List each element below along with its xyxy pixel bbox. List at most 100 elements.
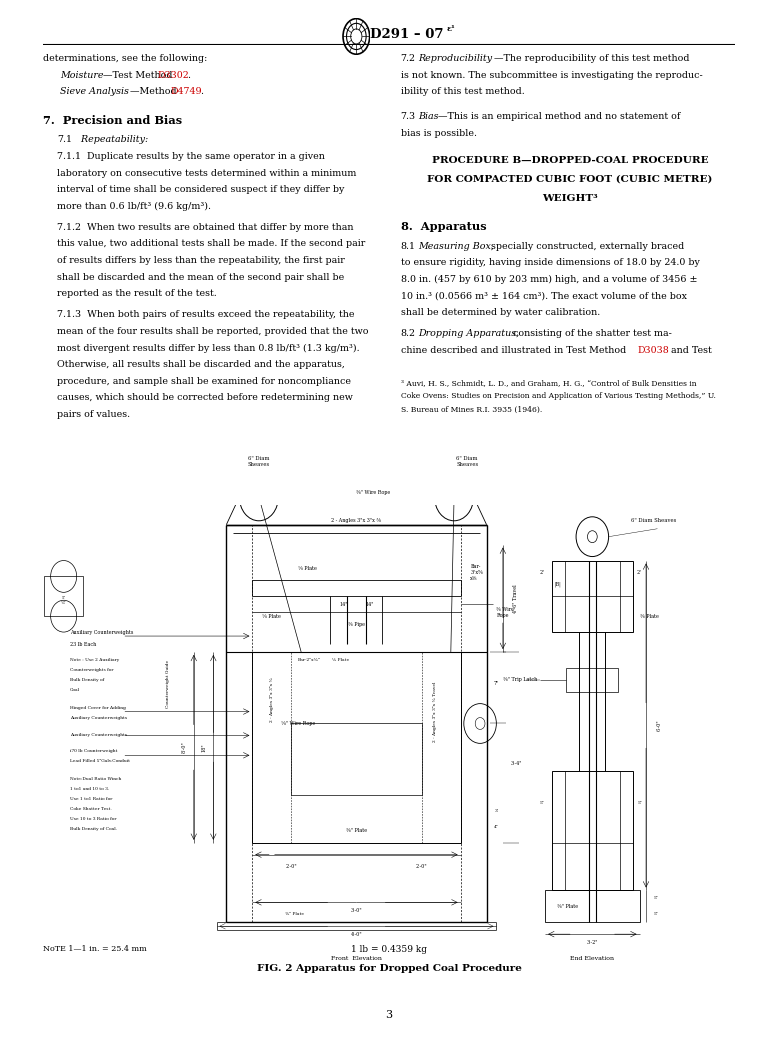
Text: FOR COMPACTED CUBIC FOOT (CUBIC METRE): FOR COMPACTED CUBIC FOOT (CUBIC METRE): [427, 175, 713, 184]
Text: 2'-0": 2'-0": [286, 864, 297, 869]
Text: Moisture: Moisture: [60, 71, 103, 80]
Text: Dropping Apparatus,: Dropping Apparatus,: [418, 329, 519, 338]
Bar: [44, 577, 83, 616]
Text: this value, two additional tests shall be made. If the second pair: this value, two additional tests shall b…: [57, 239, 365, 249]
Text: causes, which should be corrected before redetermining new: causes, which should be corrected before…: [57, 393, 352, 403]
Text: 3'-4": 3'-4": [510, 761, 521, 766]
Text: 6" Diam Sheaves: 6" Diam Sheaves: [632, 518, 677, 524]
Text: WEIGHT³: WEIGHT³: [542, 194, 598, 203]
Text: Bulk Density of: Bulk Density of: [70, 678, 104, 682]
Text: 14": 14": [365, 602, 373, 607]
Text: determinations, see the following:: determinations, see the following:: [43, 54, 207, 64]
Text: 2 - Angles 3"x 3"x ⅜ Travel: 2 - Angles 3"x 3"x ⅜ Travel: [433, 681, 436, 742]
Text: Coke Ovens: Studies on Precision and Application of Various Testing Methods,” U.: Coke Ovens: Studies on Precision and App…: [401, 392, 716, 401]
Text: D291 – 07: D291 – 07: [370, 28, 443, 41]
Text: bias is possible.: bias is possible.: [401, 129, 477, 138]
Text: Reproducibility: Reproducibility: [418, 54, 492, 64]
Text: Note : Use 2 Auxiliary: Note : Use 2 Auxiliary: [70, 658, 119, 662]
Text: 4": 4": [494, 824, 499, 829]
Text: 8.1: 8.1: [401, 242, 415, 251]
Text: i70 lb Counterweight: i70 lb Counterweight: [70, 750, 117, 754]
Bar: [552, 560, 633, 632]
Text: 6" Diam
Sheaves: 6" Diam Sheaves: [248, 456, 270, 466]
Text: NᴏTE 1—1 in. = 25.4 mm: NᴏTE 1—1 in. = 25.4 mm: [43, 945, 146, 954]
Text: to ensure rigidity, having inside dimensions of 18.0 by 24.0 by: to ensure rigidity, having inside dimens…: [401, 258, 699, 268]
Text: ⅛" Wire Rope: ⅛" Wire Rope: [281, 721, 315, 726]
Text: Use 1 to1 Ratio for: Use 1 to1 Ratio for: [70, 797, 113, 801]
Text: Sieve Analysis: Sieve Analysis: [60, 87, 129, 97]
Text: is not known. The subcommittee is investigating the reproduc-: is not known. The subcommittee is invest…: [401, 71, 703, 80]
Text: ε¹: ε¹: [447, 25, 455, 33]
Text: .: .: [187, 71, 191, 80]
Text: 2": 2": [539, 570, 545, 575]
Text: 8.2: 8.2: [401, 329, 415, 338]
Text: D4749: D4749: [170, 87, 202, 97]
Text: Bar-2"x⅜": Bar-2"x⅜": [298, 658, 321, 662]
Text: Front  Elevation: Front Elevation: [331, 956, 382, 961]
Text: Bias: Bias: [418, 112, 438, 122]
Text: ⅜" Plate: ⅜" Plate: [346, 829, 367, 833]
Text: 5": 5": [637, 801, 642, 805]
Text: most divergent results differ by less than 0.8 lb/ft³ (1.3 kg/m³).: most divergent results differ by less th…: [57, 344, 359, 353]
Text: laboratory on consecutive tests determined within a minimum: laboratory on consecutive tests determin…: [57, 169, 356, 178]
Text: shall be discarded and the mean of the second pair shall be: shall be discarded and the mean of the s…: [57, 273, 344, 282]
Text: —The reproducibility of this test method: —The reproducibility of this test method: [494, 54, 689, 64]
Bar: [252, 652, 461, 843]
Text: reported as the result of the test.: reported as the result of the test.: [57, 289, 216, 299]
Text: specially constructed, externally braced: specially constructed, externally braced: [488, 242, 684, 251]
Text: ibility of this test method.: ibility of this test method.: [401, 87, 524, 97]
Text: 1 to1 and 10 to 3.: 1 to1 and 10 to 3.: [70, 787, 110, 791]
Text: Auxiliary Counterweights: Auxiliary Counterweights: [70, 715, 128, 719]
Text: 7.3: 7.3: [401, 112, 415, 122]
Text: 5": 5": [540, 801, 545, 805]
Bar: [552, 771, 633, 890]
Text: Otherwise, all results shall be discarded and the apparatus,: Otherwise, all results shall be discarde…: [57, 360, 345, 370]
Text: —Method: —Method: [130, 87, 180, 97]
Text: 7.2: 7.2: [401, 54, 415, 64]
Text: ⅜ Wire
Rope: ⅜ Wire Rope: [496, 607, 514, 617]
Text: ⅜ Pipe: ⅜ Pipe: [348, 621, 365, 627]
Text: Note:Dual Ratio Winch: Note:Dual Ratio Winch: [70, 778, 121, 781]
Text: interval of time shall be considered suspect if they differ by: interval of time shall be considered sus…: [57, 185, 344, 195]
Text: shall be determined by water calibration.: shall be determined by water calibration…: [401, 308, 600, 318]
Text: 7.  Precision and Bias: 7. Precision and Bias: [43, 115, 182, 126]
Text: 3': 3': [495, 809, 498, 813]
Text: mean of the four results shall be reported, provided that the two: mean of the four results shall be report…: [57, 327, 368, 336]
Text: 6" Diam
Sheaves: 6" Diam Sheaves: [456, 456, 478, 466]
Bar: [292, 723, 422, 795]
Text: 2": 2": [637, 570, 642, 575]
Text: Counterweights for: Counterweights for: [70, 668, 114, 671]
Text: 8'-0": 8'-0": [181, 741, 187, 754]
Text: ⅜" Plate: ⅜" Plate: [285, 912, 304, 916]
Text: D3302: D3302: [158, 71, 190, 80]
Text: Hinged Cover for Adding: Hinged Cover for Adding: [70, 706, 126, 710]
Text: FIG. 2 Apparatus for Dropped Coal Procedure: FIG. 2 Apparatus for Dropped Coal Proced…: [257, 964, 521, 973]
Text: Coal: Coal: [70, 688, 80, 691]
Text: Counterweight Guide: Counterweight Guide: [166, 660, 170, 708]
Text: procedure, and sample shall be examined for noncompliance: procedure, and sample shall be examined …: [57, 377, 351, 386]
Text: 8.0 in. (457 by 610 by 203 mm) high, and a volume of 3456 ±: 8.0 in. (457 by 610 by 203 mm) high, and…: [401, 275, 697, 284]
Text: PROCEDURE B—DROPPED-COAL PROCEDURE: PROCEDURE B—DROPPED-COAL PROCEDURE: [432, 156, 708, 166]
Text: Auxiliary Counterweights: Auxiliary Counterweights: [70, 630, 134, 635]
Text: more than 0.6 lb/ft³ (9.6 kg/m³).: more than 0.6 lb/ft³ (9.6 kg/m³).: [57, 202, 211, 211]
Text: ⅜" Trip Latch: ⅜" Trip Latch: [503, 678, 537, 682]
Text: 18": 18": [201, 743, 206, 752]
Text: Bar-
3"x⅝
x⅜: Bar- 3"x⅝ x⅜: [471, 564, 483, 581]
Text: S. Bureau of Mines R.I. 3935 (1946).: S. Bureau of Mines R.I. 3935 (1946).: [401, 406, 542, 414]
Text: 1 lb = 0.4359 kg: 1 lb = 0.4359 kg: [351, 945, 427, 955]
Text: —Test Method: —Test Method: [103, 71, 176, 80]
Text: ⅛ Plate: ⅛ Plate: [298, 566, 317, 570]
Text: ⅛ Plate: ⅛ Plate: [331, 658, 349, 662]
Text: chine described and illustrated in Test Method: chine described and illustrated in Test …: [401, 346, 629, 355]
Text: —This is an empirical method and no statement of: —This is an empirical method and no stat…: [438, 112, 681, 122]
Text: Measuring Box,: Measuring Box,: [418, 242, 494, 251]
Text: ⅜ Plate: ⅜ Plate: [640, 614, 658, 618]
Text: 23 lb Each: 23 lb Each: [70, 641, 96, 646]
Text: 5": 5": [654, 896, 658, 900]
Text: .: .: [200, 87, 203, 97]
Text: Coke Shatter Test.: Coke Shatter Test.: [70, 807, 112, 811]
Text: Repeatability:: Repeatability:: [75, 135, 149, 145]
Text: 3'-2": 3'-2": [587, 940, 598, 944]
Text: and Test: and Test: [668, 346, 711, 355]
Text: 4'-0": 4'-0": [351, 932, 363, 937]
